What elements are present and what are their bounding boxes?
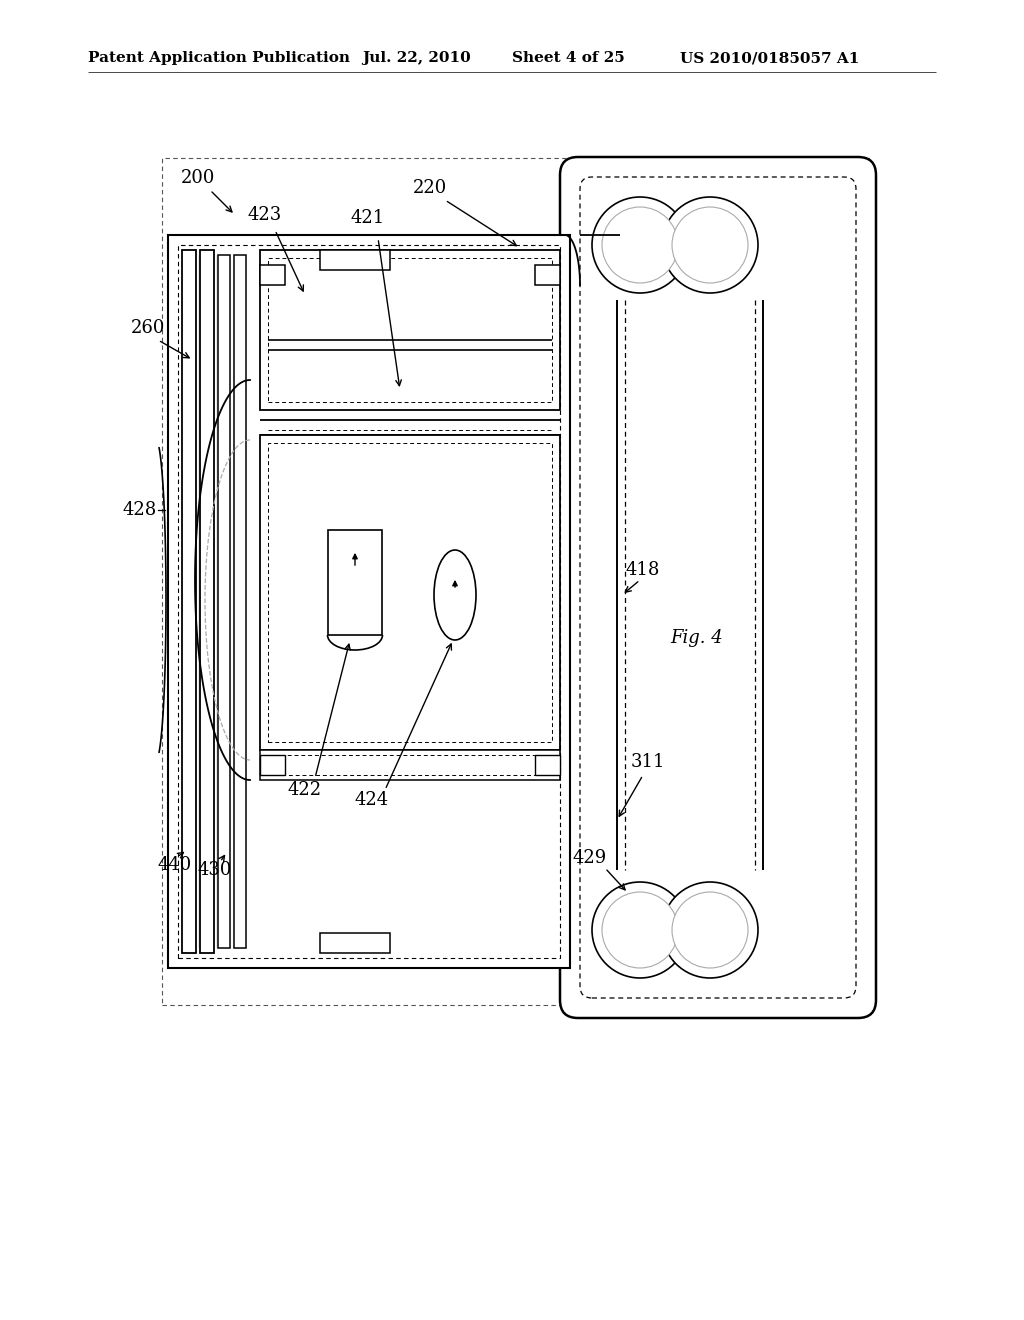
Text: Patent Application Publication: Patent Application Publication [88,51,350,65]
Bar [260,249,560,411]
Text: 260: 260 [131,319,165,337]
Bar [260,750,560,780]
Bar [182,249,196,953]
Text: US 2010/0185057 A1: US 2010/0185057 A1 [680,51,859,65]
Bar [234,255,246,948]
Text: Sheet 4 of 25: Sheet 4 of 25 [512,51,625,65]
Circle shape [662,882,758,978]
Text: 421: 421 [351,209,385,227]
Bar [268,755,552,775]
Bar [319,933,390,953]
Bar [319,249,390,271]
Text: 429: 429 [572,849,607,867]
Bar [200,249,214,953]
Text: Fig. 4: Fig. 4 [670,630,723,647]
Circle shape [592,882,688,978]
Bar [168,235,570,968]
Circle shape [602,207,678,282]
Text: 418: 418 [626,561,660,579]
Bar [268,257,552,403]
Text: 200: 200 [181,169,215,187]
Bar [260,436,560,750]
Text: 440: 440 [158,855,193,874]
Text: 428: 428 [123,502,157,519]
Bar [178,246,560,958]
Bar [218,255,230,948]
Text: 423: 423 [248,206,283,224]
Bar [234,255,246,948]
Bar [260,265,285,285]
Ellipse shape [434,550,476,640]
Bar [260,755,285,775]
Circle shape [602,892,678,968]
Text: 430: 430 [198,861,232,879]
Text: 424: 424 [355,791,389,809]
Bar [268,444,552,742]
Text: 422: 422 [288,781,323,799]
Text: Jul. 22, 2010: Jul. 22, 2010 [362,51,471,65]
FancyBboxPatch shape [560,157,876,1018]
FancyBboxPatch shape [580,177,856,998]
Text: 311: 311 [631,752,666,771]
Bar [162,158,870,1005]
Bar [198,255,210,948]
Circle shape [592,197,688,293]
Circle shape [662,197,758,293]
Bar [535,755,560,775]
Bar [216,255,228,948]
Circle shape [672,207,748,282]
Circle shape [672,892,748,968]
Bar [535,265,560,285]
Bar [328,531,382,635]
Text: 220: 220 [413,180,447,197]
